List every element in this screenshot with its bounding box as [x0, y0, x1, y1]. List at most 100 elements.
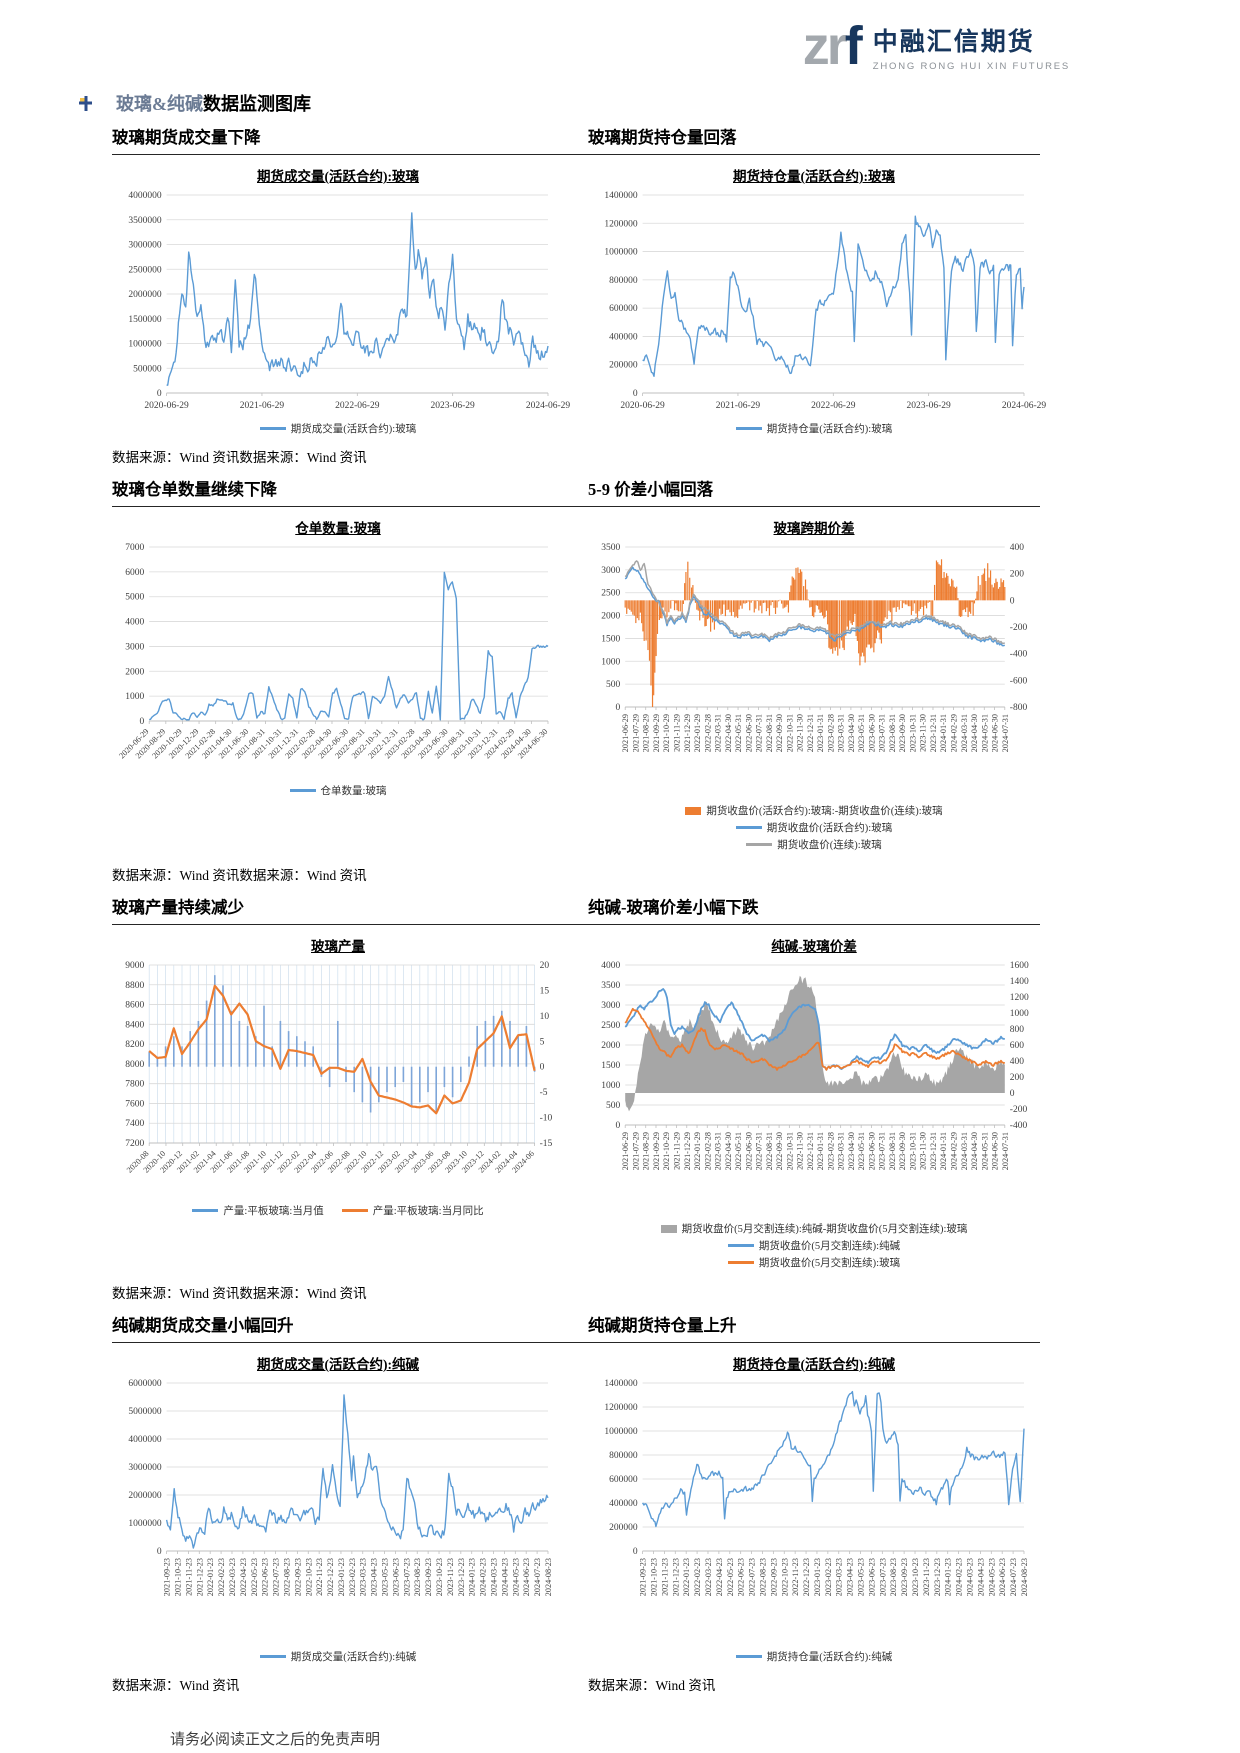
svg-text:1400000: 1400000: [604, 191, 638, 201]
svg-text:2022-06-23: 2022-06-23: [737, 1558, 746, 1596]
svg-text:2023-11-23: 2023-11-23: [922, 1558, 931, 1596]
svg-text:2023-01-31: 2023-01-31: [816, 714, 825, 752]
source-row: 数据来源：Wind 资讯 数据来源：Wind 资讯: [112, 1674, 1040, 1694]
svg-text:2021-06-29: 2021-06-29: [716, 401, 761, 411]
svg-text:2024-02-23: 2024-02-23: [479, 1558, 488, 1596]
data-source-label: 数据来源：Wind 资讯数据来源：Wind 资讯: [112, 1286, 367, 1301]
svg-text:2000: 2000: [125, 667, 144, 677]
chart-plot-area: 0 500000 1000000 1500000 2000000 2500000 30000…: [128, 191, 570, 411]
svg-text:2022-11-30: 2022-11-30: [796, 714, 805, 752]
svg-text:2023-10-31: 2023-10-31: [908, 1132, 917, 1170]
svg-text:2024-05-31: 2024-05-31: [980, 714, 989, 752]
row-headings: 玻璃期货成交量下降 玻璃期货持仓量回落: [112, 124, 1040, 148]
svg-text:2023-03-31: 2023-03-31: [837, 1132, 846, 1170]
chart-legend: 期货持仓量(活跃合约):玻璃: [588, 421, 1040, 436]
page-title: 玻璃&纯碱数据监测图库: [78, 90, 311, 116]
svg-text:7200: 7200: [125, 1139, 144, 1149]
svg-text:2021-06-29: 2021-06-29: [240, 401, 285, 411]
svg-text:400: 400: [1010, 1057, 1025, 1067]
chart-title: 期货持仓量(活跃合约):纯碱: [733, 1357, 895, 1372]
svg-text:0: 0: [633, 389, 638, 399]
legend-swatch-icon: [259, 427, 286, 430]
charts-pair: 期货成交量(活跃合约):纯碱 0 1000000 2000000 3000000 4000…: [112, 1345, 1040, 1664]
svg-text:2021-10-23: 2021-10-23: [649, 1558, 658, 1596]
svg-text:2022-01-29: 2022-01-29: [693, 1132, 702, 1170]
svg-text:2021-08-29: 2021-08-29: [642, 714, 651, 752]
company-logo: zrf 中融汇信期货 ZHONG RONG HUI XIN FUTURES: [803, 19, 1070, 73]
glass-futures-volume-chart: 期货成交量(活跃合约):玻璃 0 500000 1000000 1500000 20000…: [112, 157, 570, 436]
svg-text:2022-04-30: 2022-04-30: [724, 1132, 733, 1170]
svg-text:-600: -600: [1010, 676, 1028, 686]
svg-text:2023-10-23: 2023-10-23: [435, 1558, 444, 1596]
svg-text:0: 0: [633, 1547, 638, 1557]
charts-pair: 期货成交量(活跃合约):玻璃 0 500000 1000000 1500000 20000…: [112, 157, 1046, 436]
charts-pair: 玻璃产量 7200 7400 7600 7800 8000 8200 8400 8600 8800…: [112, 927, 1040, 1272]
svg-text:600: 600: [1010, 1041, 1025, 1051]
svg-text:2000: 2000: [601, 1041, 620, 1051]
svg-text:2024-06-30: 2024-06-30: [991, 1132, 1000, 1170]
svg-text:2023-06-30: 2023-06-30: [867, 1132, 876, 1170]
svg-text:1000: 1000: [125, 692, 144, 702]
legend-swatch-icon: [289, 789, 316, 792]
source-row: 数据来源：Wind 资讯数据来源：Wind 资讯: [112, 1282, 1040, 1302]
legend-item: 仓单数量:玻璃: [289, 783, 387, 798]
legend-item: 期货收盘价(5月交割连续):纯碱-期货收盘价(5月交割连续):玻璃: [588, 1221, 1040, 1236]
legend-label: 期货成交量(活跃合约):纯碱: [290, 1652, 417, 1663]
heading-rule: [112, 154, 1040, 155]
data-source-label: [588, 446, 1040, 466]
svg-text:2024-03-31: 2024-03-31: [960, 714, 969, 752]
svg-text:2023-04-30: 2023-04-30: [847, 714, 856, 752]
svg-text:2021-11-23: 2021-11-23: [184, 1558, 193, 1596]
svg-text:9000: 9000: [125, 961, 144, 971]
report-content: 玻璃期货成交量下降 玻璃期货持仓量回落 期货成交量(活跃合约):玻璃 0 50000…: [112, 124, 1046, 1749]
charts-pair: 仓单数量:玻璃 0 1000 2000 3000 4000 5000 6000 7000 2020…: [112, 509, 1040, 854]
legend-label: 期货收盘价(5月交割连续):纯碱: [758, 1241, 901, 1252]
svg-text:200: 200: [1010, 570, 1025, 580]
page-title-highlight: 玻璃&纯碱: [116, 94, 203, 114]
svg-text:2023-11-23: 2023-11-23: [446, 1558, 455, 1596]
svg-text:200000: 200000: [609, 1523, 638, 1533]
svg-text:2022-01-23: 2022-01-23: [682, 1558, 691, 1596]
svg-text:2024-08-23: 2024-08-23: [544, 1558, 553, 1596]
svg-text:8400: 8400: [125, 1020, 144, 1030]
svg-text:0: 0: [1010, 596, 1015, 606]
chart-legend: 期货收盘价(5月交割连续):纯碱-期货收盘价(5月交割连续):玻璃期货收盘价(5…: [588, 1221, 1040, 1270]
section-heading-glass-warehouse-receipts: 玻璃仓单数量继续下降: [112, 480, 277, 499]
svg-text:2024-06-23: 2024-06-23: [998, 1558, 1007, 1596]
svg-text:2023-06-23: 2023-06-23: [867, 1558, 876, 1596]
svg-text:2020-06-29: 2020-06-29: [144, 401, 189, 411]
svg-text:2024-01-31: 2024-01-31: [939, 1132, 948, 1170]
svg-text:500: 500: [606, 680, 621, 690]
legend-label: 期货成交量(活跃合约):玻璃: [290, 424, 417, 435]
svg-text:0: 0: [157, 1547, 162, 1557]
svg-text:2021-10-23: 2021-10-23: [173, 1558, 182, 1596]
heading-rule: [112, 1342, 1040, 1343]
chart-plot-area: 0 200000 400000 600000 800000 1000000 1200000 1…: [604, 1379, 1029, 1596]
legend-label: 期货收盘价(5月交割连续):纯碱-期货收盘价(5月交割连续):玻璃: [681, 1224, 968, 1235]
svg-text:2023-04-23: 2023-04-23: [846, 1558, 855, 1596]
legend-swatch-icon: [727, 1261, 754, 1264]
chart-legend: 仓单数量:玻璃: [112, 783, 564, 798]
svg-text:2023-08-23: 2023-08-23: [413, 1558, 422, 1596]
svg-text:2022-03-31: 2022-03-31: [714, 1132, 723, 1170]
logo-f-letter: f: [844, 16, 863, 77]
svg-text:2023-02-28: 2023-02-28: [826, 714, 835, 752]
svg-text:8200: 8200: [125, 1040, 144, 1050]
svg-text:-400: -400: [1010, 1121, 1028, 1131]
svg-text:1500: 1500: [601, 1061, 620, 1071]
svg-text:2022-12-23: 2022-12-23: [802, 1558, 811, 1596]
legend-swatch-icon: [735, 1655, 762, 1658]
svg-text:4000000: 4000000: [128, 1435, 162, 1445]
legend-label: 仓单数量:玻璃: [320, 786, 387, 797]
chart-plot-area: 0500100015002000250030003500-800-600-400…: [601, 543, 1028, 752]
svg-text:2023-09-30: 2023-09-30: [898, 714, 907, 752]
source-row: 数据来源：Wind 资讯数据来源：Wind 资讯: [112, 864, 1040, 884]
svg-text:2024-06-29: 2024-06-29: [526, 401, 571, 411]
svg-text:2500: 2500: [601, 1021, 620, 1031]
svg-text:2023-09-23: 2023-09-23: [900, 1558, 909, 1596]
svg-text:2023-07-31: 2023-07-31: [878, 714, 887, 752]
legend-item: 期货持仓量(活跃合约):纯碱: [735, 1649, 892, 1664]
svg-text:8600: 8600: [125, 1001, 144, 1011]
svg-text:2023-09-30: 2023-09-30: [898, 1132, 907, 1170]
chart-legend: 期货成交量(活跃合约):玻璃: [112, 421, 564, 436]
